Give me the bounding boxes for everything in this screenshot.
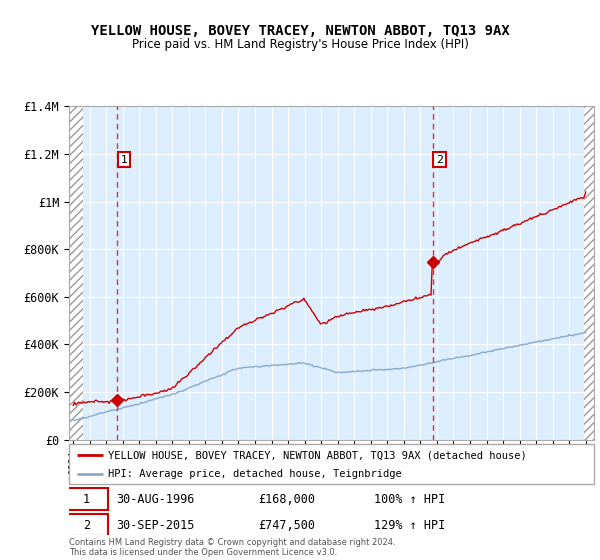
Text: 2: 2	[436, 155, 443, 165]
Text: YELLOW HOUSE, BOVEY TRACEY, NEWTON ABBOT, TQ13 9AX (detached house): YELLOW HOUSE, BOVEY TRACEY, NEWTON ABBOT…	[109, 450, 527, 460]
FancyBboxPatch shape	[64, 488, 109, 510]
Bar	[584, 106, 594, 440]
Text: 2: 2	[83, 519, 90, 532]
Text: 129% ↑ HPI: 129% ↑ HPI	[373, 519, 445, 532]
Text: YELLOW HOUSE, BOVEY TRACEY, NEWTON ABBOT, TQ13 9AX: YELLOW HOUSE, BOVEY TRACEY, NEWTON ABBOT…	[91, 24, 509, 38]
FancyBboxPatch shape	[64, 514, 109, 536]
Text: Contains HM Land Registry data © Crown copyright and database right 2024.
This d: Contains HM Land Registry data © Crown c…	[69, 538, 395, 557]
Text: Price paid vs. HM Land Registry's House Price Index (HPI): Price paid vs. HM Land Registry's House …	[131, 38, 469, 51]
Text: HPI: Average price, detached house, Teignbridge: HPI: Average price, detached house, Teig…	[109, 469, 402, 479]
Text: 30-SEP-2015: 30-SEP-2015	[116, 519, 194, 532]
Text: £168,000: £168,000	[258, 493, 315, 506]
Text: £747,500: £747,500	[258, 519, 315, 532]
Text: 100% ↑ HPI: 100% ↑ HPI	[373, 493, 445, 506]
Text: 1: 1	[121, 155, 127, 165]
Bar	[69, 106, 83, 440]
Text: 30-AUG-1996: 30-AUG-1996	[116, 493, 194, 506]
Text: 1: 1	[83, 493, 90, 506]
